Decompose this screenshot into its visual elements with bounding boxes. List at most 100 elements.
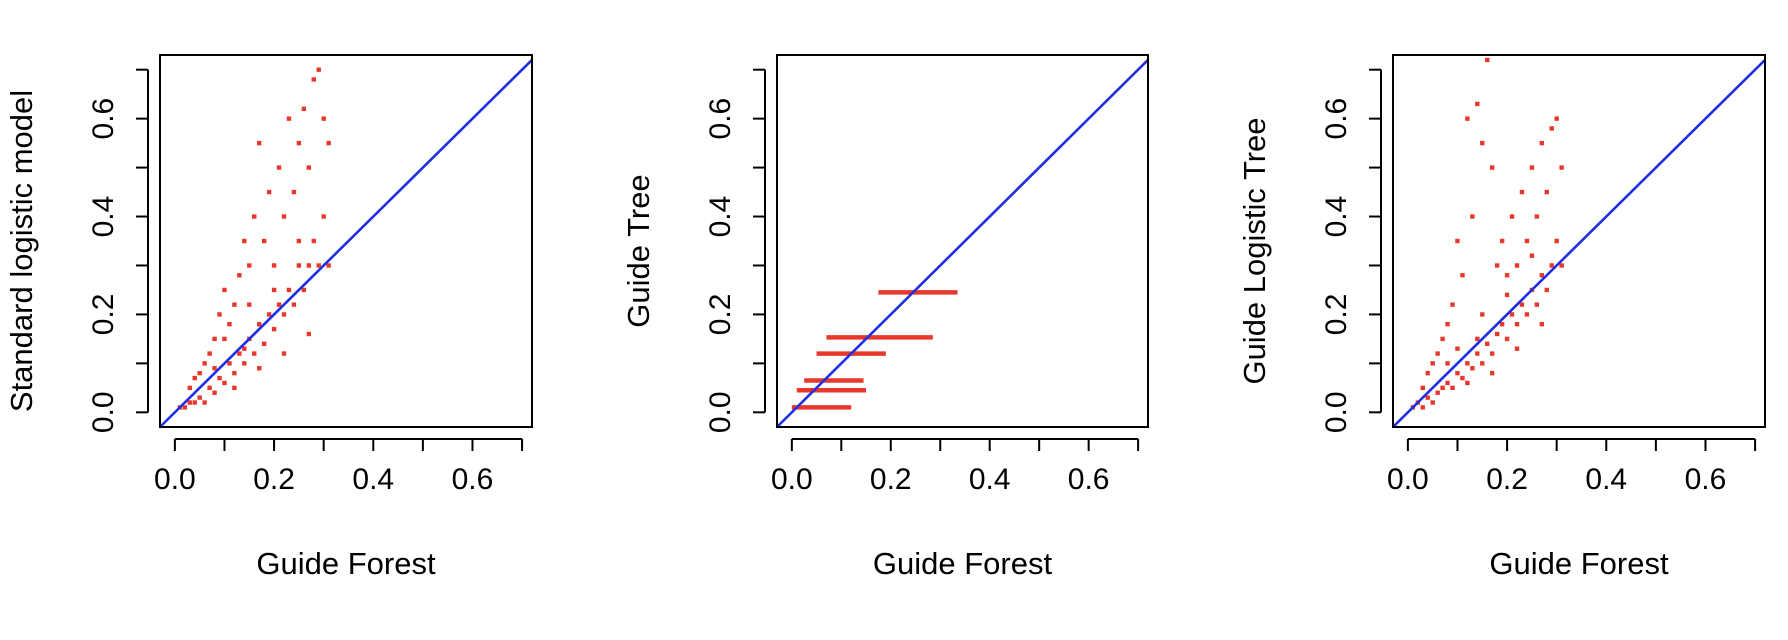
data-point	[1475, 351, 1480, 356]
data-point	[1455, 238, 1460, 244]
data-point	[207, 385, 212, 391]
data-point	[237, 351, 242, 356]
data-point	[1524, 312, 1530, 317]
data-point	[257, 322, 262, 327]
x-axis: 0.0 0.2 0.4 0.6	[771, 438, 1140, 496]
data-point	[247, 302, 252, 307]
data-point	[266, 312, 272, 317]
data-point	[1514, 263, 1520, 268]
data-point	[1509, 214, 1515, 219]
data-point	[311, 77, 316, 82]
data-marks	[1410, 57, 1564, 410]
data-point	[1465, 116, 1470, 121]
data-point	[1499, 322, 1505, 327]
data-point	[1504, 336, 1510, 342]
data-point	[316, 263, 321, 268]
data-point	[1485, 341, 1490, 346]
data-point	[1509, 312, 1515, 317]
data-point	[261, 341, 267, 346]
data-point	[276, 302, 282, 307]
data-point	[1504, 292, 1510, 298]
y-tick-label: 0.2	[1320, 294, 1353, 336]
x-axis-title: Guide Forest	[873, 546, 1053, 581]
reference-line	[159, 58, 533, 428]
y-axis-title: Guide Logistic Tree	[1237, 117, 1272, 384]
data-point	[291, 189, 297, 195]
x-tick-label: 0.6	[452, 463, 494, 496]
data-point	[326, 140, 331, 146]
data-point	[1465, 361, 1470, 366]
data-point	[266, 189, 272, 195]
data-point	[1465, 380, 1470, 386]
data-point	[1475, 336, 1480, 342]
data-point	[1539, 140, 1544, 146]
data-marks	[177, 67, 331, 410]
data-point	[232, 302, 237, 307]
data-point	[1445, 322, 1450, 327]
panel-guide-tree: 0.0 0.2 0.4 0.6 0.0 0.2 0.4 0.6 Guide Forest Guid…	[621, 54, 1149, 581]
y-tick-label: 0.6	[1320, 98, 1353, 140]
data-point	[207, 351, 212, 356]
y-axis: 0.0 0.2 0.4 0.6	[87, 68, 149, 433]
data-point	[1544, 189, 1549, 195]
y-axis: 0.0 0.2 0.4 0.6	[1320, 68, 1382, 433]
data-point	[311, 238, 316, 244]
data-point	[1490, 165, 1495, 170]
data-point	[1480, 312, 1485, 317]
x-axis-title: Guide Forest	[256, 546, 436, 581]
data-point	[281, 351, 287, 356]
x-tick-label: 0.6	[1068, 463, 1110, 496]
x-tick-label: 0.2	[1486, 463, 1528, 496]
data-point	[232, 385, 237, 391]
data-point	[257, 366, 262, 371]
x-axis: 0.0 0.2 0.4 0.6	[1387, 438, 1757, 496]
data-point	[257, 140, 262, 146]
x-tick-label: 0.4	[969, 463, 1011, 496]
data-point	[1460, 375, 1465, 381]
data-point	[1430, 361, 1435, 366]
data-point	[182, 405, 187, 410]
data-point	[222, 287, 227, 293]
data-point	[222, 336, 227, 342]
data-point	[252, 214, 257, 219]
data-point	[306, 263, 311, 268]
data-point	[1440, 385, 1445, 391]
y-axis-title: Standard logistic model	[4, 90, 39, 412]
data-point	[227, 361, 232, 366]
data-point	[1425, 395, 1430, 400]
data-point	[301, 287, 307, 293]
data-point	[286, 116, 292, 121]
data-point	[247, 263, 252, 268]
data-point	[1549, 263, 1554, 268]
data-point	[321, 116, 326, 121]
x-tick-label: 0.0	[771, 463, 813, 496]
data-point	[1470, 366, 1475, 371]
y-tick-label: 0.6	[704, 98, 737, 140]
data-point	[306, 331, 311, 337]
data-point	[1539, 273, 1544, 278]
data-point	[242, 361, 247, 366]
x-axis-title: Guide Forest	[1489, 546, 1669, 581]
y-tick-label: 0.0	[1320, 391, 1353, 433]
data-point	[1480, 140, 1485, 146]
data-point	[1519, 302, 1525, 307]
data-point	[296, 238, 302, 244]
data-point	[232, 370, 237, 376]
data-point	[1529, 165, 1535, 170]
data-point	[227, 322, 232, 327]
x-tick-label: 0.6	[1685, 463, 1727, 496]
y-tick-label: 0.0	[87, 391, 120, 433]
data-point	[212, 390, 217, 395]
data-point	[276, 165, 282, 170]
data-point	[1504, 273, 1510, 278]
data-point	[197, 370, 202, 376]
data-point	[242, 238, 247, 244]
y-tick-label: 0.2	[87, 294, 120, 336]
data-point	[1554, 116, 1559, 121]
data-point	[187, 400, 192, 405]
data-point	[281, 312, 287, 317]
data-point	[1490, 370, 1495, 376]
data-point	[1519, 189, 1525, 195]
data-point	[1529, 253, 1535, 258]
